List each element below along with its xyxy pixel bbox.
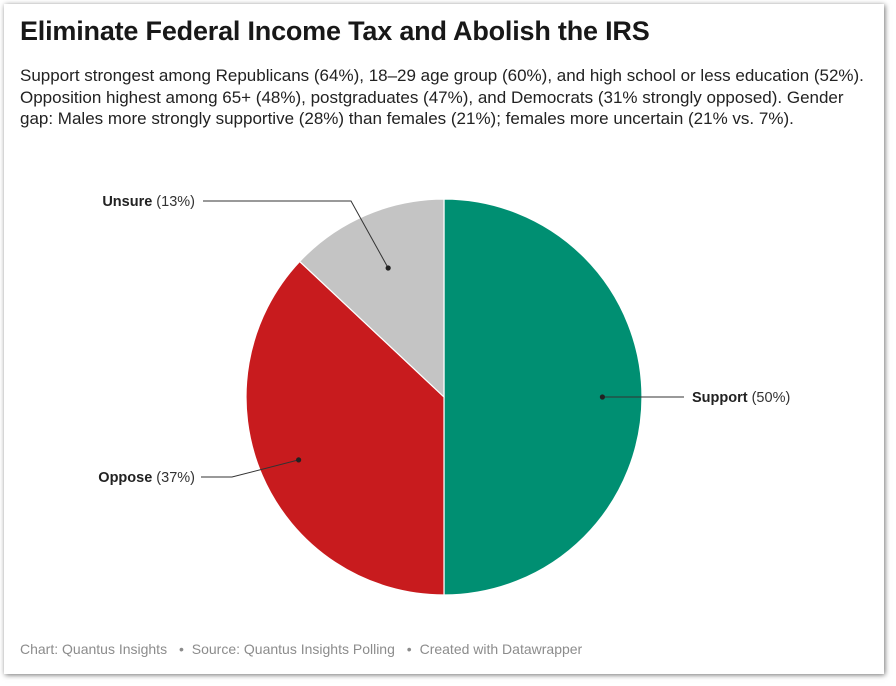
footer-created-with: Created with Datawrapper xyxy=(419,641,583,657)
chart-footer: Chart: Quantus Insights • Source: Quantu… xyxy=(20,641,582,657)
chart-card: Eliminate Federal Income Tax and Abolish… xyxy=(4,4,884,674)
leader-line-oppose xyxy=(201,459,299,478)
label-leaders xyxy=(201,200,684,478)
slice-label-name: Unsure xyxy=(102,194,152,210)
slice-label-percent: (50%) xyxy=(748,390,791,406)
slice-label-percent: (37%) xyxy=(152,470,195,486)
chart-description: Support strongest among Republicans (64%… xyxy=(20,66,864,128)
footer-separator: • xyxy=(406,641,412,657)
pie-slice-unsure xyxy=(298,198,445,399)
slice-label-name: Support xyxy=(692,390,748,406)
slice-label-oppose: Oppose (37%) xyxy=(98,470,195,486)
leader-dot-support xyxy=(599,394,606,400)
slice-label-unsure: Unsure (13%) xyxy=(102,194,195,210)
footer-separator: • xyxy=(178,641,184,657)
slice-labels: Support (50%) Oppose (37%) Unsure (13%) xyxy=(98,194,790,486)
slice-label-percent: (13%) xyxy=(152,194,195,210)
pie-slices xyxy=(245,198,643,596)
chart-title: Eliminate Federal Income Tax and Abolish… xyxy=(20,16,650,46)
footer-source: Source: Quantus Insights Polling xyxy=(191,641,395,657)
leader-dot-unsure xyxy=(385,265,391,271)
footer-chart-credit: Chart: Quantus Insights xyxy=(20,641,168,657)
pie-slice-oppose xyxy=(245,260,445,596)
leader-line-unsure xyxy=(203,200,389,269)
slice-label-name: Oppose xyxy=(98,470,152,486)
slice-label-support: Support (50%) xyxy=(692,390,790,406)
leader-dot-oppose xyxy=(296,457,302,463)
pie-chart: Support (50%) Oppose (37%) Unsure (13%) xyxy=(98,194,790,596)
